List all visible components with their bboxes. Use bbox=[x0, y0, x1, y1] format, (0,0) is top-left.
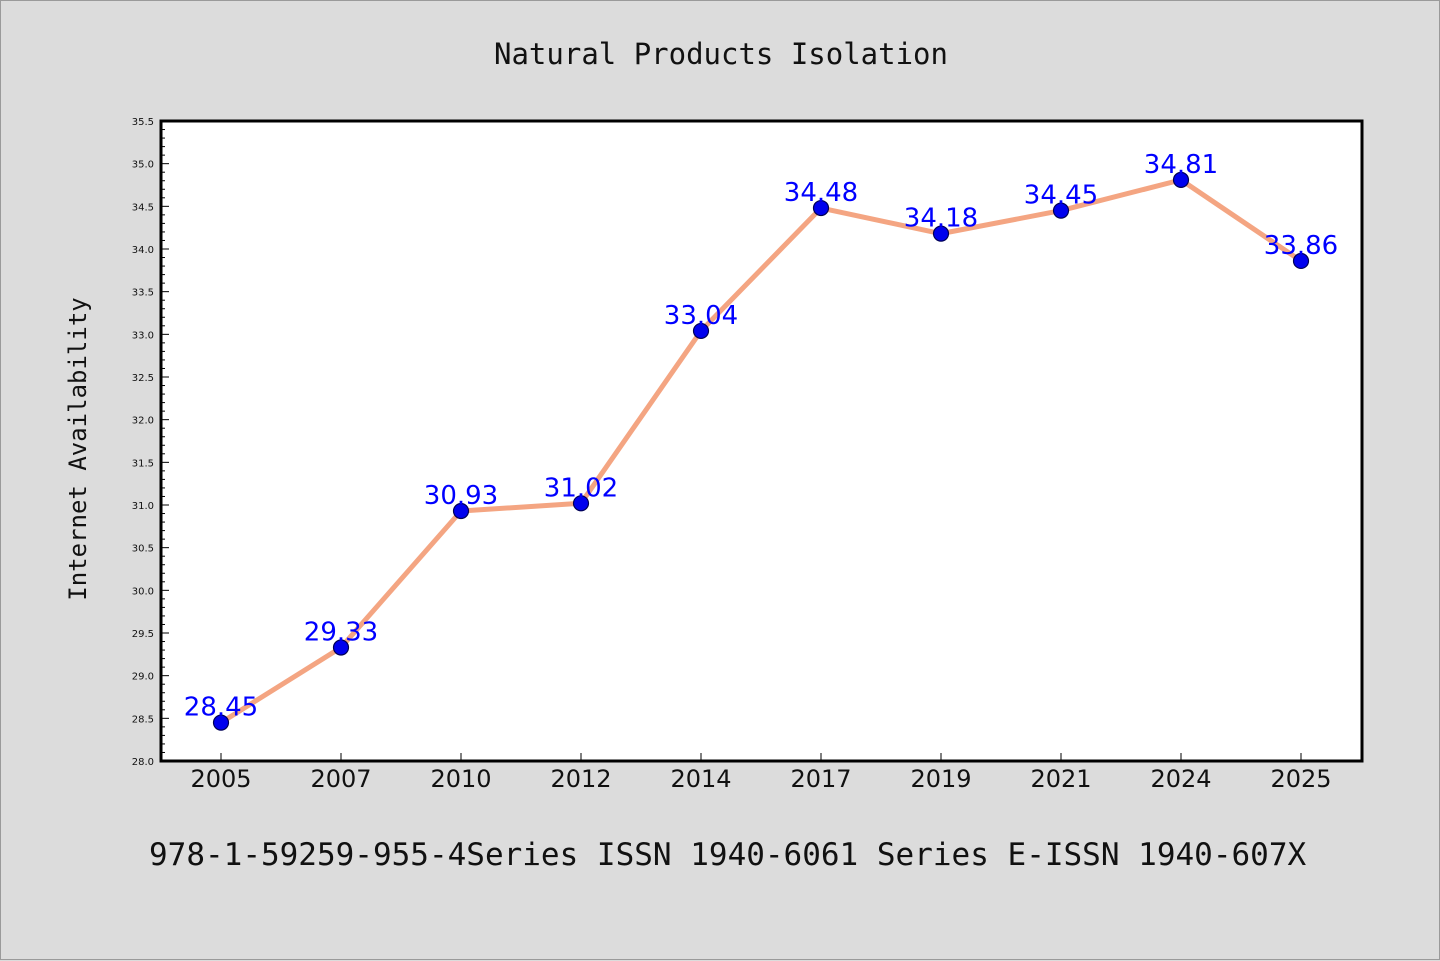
y-tick-label: 33.0 bbox=[132, 330, 154, 341]
y-axis: 28.0 28.5 29.0 29.5 30.0 30.5 31.0 31.5 32.0 32.5… bbox=[132, 117, 169, 768]
y-tick-label: 33.5 bbox=[132, 288, 154, 299]
data-label: 33.04 bbox=[664, 301, 738, 331]
data-point bbox=[692, 322, 710, 340]
data-point bbox=[1052, 202, 1070, 219]
x-tick-label: 2017 bbox=[790, 765, 851, 793]
x-tick-label: 2024 bbox=[1150, 765, 1211, 793]
data-point bbox=[572, 495, 590, 512]
data-point bbox=[212, 714, 230, 731]
data-point bbox=[1172, 171, 1190, 188]
chart-title: Natural Products Isolation bbox=[494, 37, 948, 71]
y-tick-label: 31.5 bbox=[132, 458, 154, 469]
x-tick-label: 2019 bbox=[910, 765, 971, 793]
y-tick-label: 30.0 bbox=[132, 586, 154, 597]
y-tick-label: 28.0 bbox=[132, 757, 154, 768]
data-label: 31.02 bbox=[544, 473, 618, 503]
data-point bbox=[932, 225, 950, 242]
y-tick-label: 32.5 bbox=[132, 373, 154, 384]
data-label: 33.86 bbox=[1264, 231, 1338, 261]
series-layer: 28.45 29.33 30.93 31.02 33.04 34.48 34.18 34.45… bbox=[184, 150, 1338, 731]
x-tick-label: 2010 bbox=[430, 765, 491, 793]
y-axis-label: Internet Availability bbox=[64, 297, 92, 600]
y-tick-label: 29.0 bbox=[132, 672, 154, 683]
data-label: 30.93 bbox=[424, 481, 498, 511]
data-label: 28.45 bbox=[184, 693, 258, 723]
x-tick-label: 2007 bbox=[310, 765, 371, 793]
x-tick-label: 2012 bbox=[550, 765, 611, 793]
data-label: 29.33 bbox=[304, 618, 378, 648]
data-point bbox=[452, 502, 470, 520]
y-tick-label: 31.0 bbox=[132, 501, 154, 512]
y-tick-label: 34.5 bbox=[132, 202, 154, 213]
data-label: 34.48 bbox=[784, 178, 858, 208]
data-label: 34.45 bbox=[1024, 181, 1098, 211]
x-tick-label: 2021 bbox=[1030, 765, 1091, 793]
y-tick-label: 30.5 bbox=[132, 544, 154, 555]
data-label: 34.81 bbox=[1144, 150, 1218, 180]
plot-area bbox=[161, 121, 1362, 761]
y-tick-label: 32.0 bbox=[132, 416, 154, 427]
series-line bbox=[218, 177, 1304, 726]
x-tick-label: 2025 bbox=[1270, 765, 1331, 793]
y-tick-label: 28.5 bbox=[132, 714, 154, 725]
x-tick-label: 2014 bbox=[670, 765, 731, 793]
x-tick-label: 2005 bbox=[190, 765, 251, 793]
y-tick-label: 35.0 bbox=[132, 160, 154, 171]
plot-border bbox=[159, 119, 1364, 763]
y-tick-label: 29.5 bbox=[132, 629, 154, 640]
x-axis: 2005 2007 2010 2012 2014 2017 2019 2021 2024 2025 bbox=[190, 753, 1332, 793]
data-point bbox=[1292, 252, 1310, 270]
data-label: 34.18 bbox=[904, 204, 978, 234]
data-point bbox=[812, 199, 830, 217]
footer-text: 978-1-59259-955-4Series ISSN 1940-6061 S… bbox=[149, 837, 1306, 873]
data-point bbox=[332, 639, 350, 656]
y-tick-label: 35.5 bbox=[132, 117, 154, 128]
y-tick-label: 34.0 bbox=[132, 245, 154, 256]
